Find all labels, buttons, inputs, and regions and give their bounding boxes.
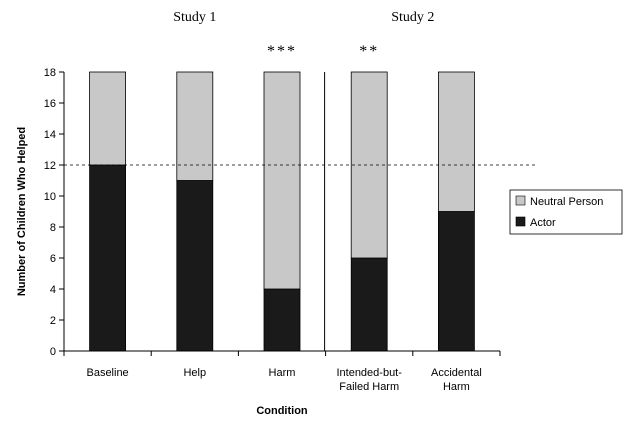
y-tick-label: 6 [50, 253, 56, 265]
category-label: Help [183, 367, 206, 379]
legend-swatch-actor [515, 216, 526, 227]
bar-neutral-person-3 [350, 71, 388, 259]
y-tick-label: 4 [50, 284, 56, 296]
group-label: Study 1 [173, 10, 216, 25]
y-tick-label: 8 [50, 222, 56, 234]
bar-actor-0 [89, 164, 126, 352]
y-axis-title: Number of Children Who Helped [16, 127, 28, 296]
legend-swatch-neutral-person [515, 195, 526, 206]
legend-label: Actor [530, 217, 556, 229]
axes-layer: 0 2 4 6 8 10 12 14 16 18 [44, 67, 538, 358]
category-label: Harm [269, 367, 296, 379]
bar-actor-1 [176, 180, 214, 352]
category-label: Baseline [86, 367, 128, 379]
category-label: Intended-but- [336, 367, 402, 379]
labels-layer: Baseline Help Harm Intended-but- Failed Harm… [16, 10, 482, 417]
legend-box [509, 189, 623, 235]
x-axis-title: Condition [256, 405, 308, 417]
bar-actor-3 [350, 257, 388, 352]
bar-neutral-person-1 [176, 71, 214, 181]
y-tick-label: 16 [44, 98, 56, 110]
y-tick-label: 2 [50, 315, 56, 327]
category-label: Failed Harm [339, 381, 399, 393]
category-label: Harm [443, 381, 470, 393]
y-tick-label: 14 [44, 129, 56, 141]
significance-label: *** [267, 43, 297, 60]
y-tick-label: 10 [44, 191, 56, 203]
significance-label: ** [359, 43, 379, 60]
bar-actor-2 [263, 288, 301, 352]
category-label: Accidental [431, 367, 482, 379]
bar-neutral-person-0 [89, 71, 126, 166]
bar-neutral-person-2 [263, 71, 301, 290]
bar-neutral-person-4 [437, 71, 475, 212]
y-tick-label: 18 [44, 67, 56, 79]
legend-label: Neutral Person [530, 196, 603, 208]
y-tick-label: 0 [50, 346, 56, 358]
legend: Neutral Person Actor [509, 189, 623, 235]
y-tick-label: 12 [44, 160, 56, 172]
group-label: Study 2 [391, 10, 434, 25]
bars-layer [89, 71, 475, 352]
bar-actor-4 [437, 211, 475, 352]
